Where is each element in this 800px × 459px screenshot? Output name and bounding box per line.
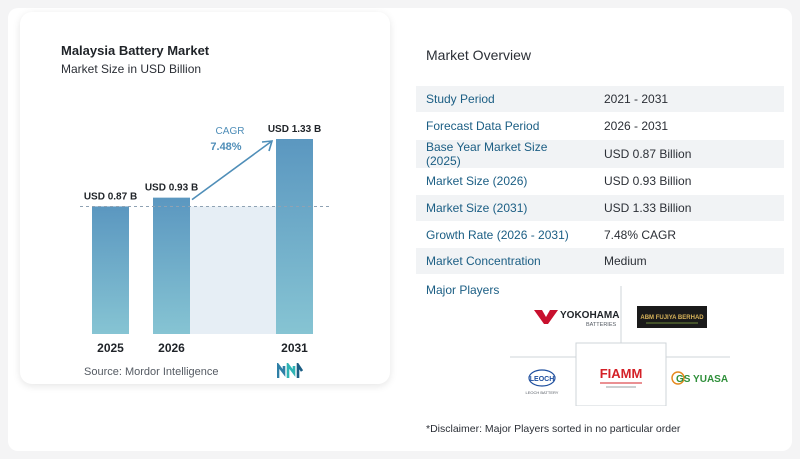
table-row: Growth Rate (2026 - 2031) 7.48% CAGR bbox=[416, 221, 784, 249]
cagr-value: 7.48% bbox=[210, 141, 241, 153]
x-tick-label: 2031 bbox=[281, 341, 308, 355]
growth-shade bbox=[190, 206, 276, 334]
row-value: USD 0.87 Billion bbox=[594, 139, 784, 169]
bar-2031 bbox=[276, 139, 313, 334]
x-tick-label: 2026 bbox=[158, 341, 185, 355]
bar-chart: USD 0.87 B USD 0.93 B USD 1.33 B 2025 2026 20… bbox=[80, 124, 330, 355]
row-value: 2021 - 2031 bbox=[594, 86, 784, 114]
bar-2026 bbox=[153, 197, 190, 334]
player-leoch-logo: LEOCH LEOCH BATTERY bbox=[526, 369, 559, 395]
player-abm-fujiya-logo: ABM FUJIYA BERHAD bbox=[637, 306, 707, 328]
player-name: LEOCH bbox=[530, 376, 555, 383]
table-row: Market Size (2031) USD 1.33 Billion bbox=[416, 194, 784, 222]
chart-card: USD 0.87 B USD 0.93 B USD 1.33 B 2025 2026 20… bbox=[20, 12, 390, 384]
row-key: Market Size (2031) bbox=[416, 194, 594, 222]
row-value: USD 0.93 Billion bbox=[594, 168, 784, 196]
player-name: ABM FUJIYA BERHAD bbox=[640, 315, 704, 321]
major-players-grid: YOKOHAMA BATTERIES ABM FUJIYA BERHAD FIA… bbox=[510, 286, 730, 406]
cagr-label: CAGR bbox=[216, 126, 245, 137]
center-box bbox=[575, 342, 667, 406]
row-key: Market Size (2026) bbox=[416, 168, 594, 196]
disclaimer: *Disclaimer: Major Players sorted in no … bbox=[426, 423, 681, 435]
player-name: GS YUASA bbox=[676, 374, 728, 385]
row-key: Growth Rate (2026 - 2031) bbox=[416, 221, 594, 249]
source-text: Source: Mordor Intelligence bbox=[84, 366, 219, 378]
row-value: USD 1.33 Billion bbox=[594, 194, 784, 222]
cagr-arrow-head bbox=[261, 140, 274, 152]
player-sub: LEOCH BATTERY bbox=[526, 390, 559, 395]
cagr-arrow bbox=[191, 140, 273, 201]
table-row: Base Year Market Size (2025) USD 0.87 Bil… bbox=[416, 139, 784, 169]
player-yokohama-logo: YOKOHAMA BATTERIES bbox=[534, 310, 619, 328]
bar-2025 bbox=[92, 206, 129, 334]
table-row: Forecast Data Period 2026 - 2031 bbox=[416, 112, 784, 140]
player-sub: BATTERIES bbox=[586, 322, 616, 328]
player-name: YOKOHAMA bbox=[560, 310, 619, 321]
row-value: Medium bbox=[594, 247, 784, 276]
row-key: Base Year Market Size (2025) bbox=[416, 139, 594, 169]
table-row: Market Size (2026) USD 0.93 Billion bbox=[416, 168, 784, 196]
chart-subtitle: Market Size in USD Billion bbox=[61, 62, 202, 76]
overview-table: Study Period 2021 - 2031 Forecast Data Pe… bbox=[416, 86, 784, 276]
data-label: USD 1.33 B bbox=[268, 124, 321, 135]
row-key: Market Concentration bbox=[416, 247, 594, 276]
data-label: USD 0.93 B bbox=[145, 183, 198, 194]
player-fiamm-logo: FIAMM bbox=[600, 366, 643, 388]
player-gs-yuasa-logo: GS YUASA bbox=[671, 371, 728, 385]
row-value: 7.48% CAGR bbox=[594, 221, 784, 249]
player-name: FIAMM bbox=[600, 366, 643, 381]
x-tick-label: 2025 bbox=[97, 341, 124, 355]
data-label: USD 0.87 B bbox=[84, 191, 137, 202]
row-value: 2026 - 2031 bbox=[594, 112, 784, 140]
mordor-logo-icon bbox=[277, 363, 303, 378]
chart-title: Malaysia Battery Market bbox=[61, 43, 210, 58]
major-players-title: Major Players bbox=[426, 283, 500, 297]
table-row: Market Concentration Medium bbox=[416, 247, 784, 276]
table-row: Study Period 2021 - 2031 bbox=[416, 86, 784, 114]
overview-title: Market Overview bbox=[426, 47, 532, 63]
row-key: Study Period bbox=[416, 86, 594, 114]
row-key: Forecast Data Period bbox=[416, 112, 594, 140]
